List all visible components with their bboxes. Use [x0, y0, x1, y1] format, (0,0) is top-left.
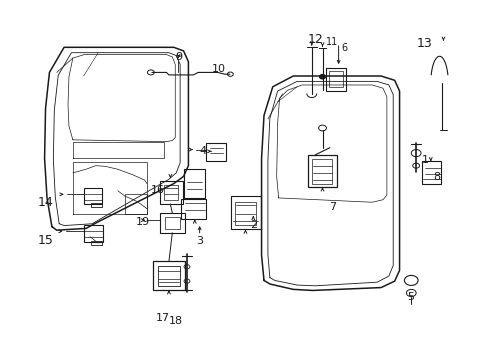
- Bar: [164, 217, 179, 229]
- Bar: [325, 68, 346, 91]
- Bar: [234, 202, 256, 225]
- Text: 2: 2: [249, 220, 256, 230]
- Bar: [230, 197, 261, 229]
- Bar: [181, 199, 206, 220]
- Text: 12: 12: [306, 33, 323, 46]
- Bar: [83, 225, 103, 242]
- Bar: [311, 159, 331, 184]
- Text: 11: 11: [325, 37, 338, 47]
- Text: 15: 15: [38, 234, 53, 247]
- Bar: [328, 71, 342, 87]
- Bar: [160, 213, 185, 233]
- Text: 3: 3: [196, 236, 203, 246]
- Text: 19: 19: [136, 217, 150, 227]
- Text: 1: 1: [421, 155, 427, 165]
- Bar: [83, 188, 102, 204]
- Text: 4: 4: [199, 146, 206, 156]
- Bar: [163, 185, 178, 200]
- Bar: [307, 155, 336, 187]
- Text: 5: 5: [406, 292, 413, 302]
- Bar: [125, 194, 147, 214]
- Bar: [183, 169, 204, 198]
- Text: 17: 17: [155, 313, 169, 323]
- Bar: [91, 203, 102, 207]
- Text: 13: 13: [416, 36, 432, 50]
- Text: 10: 10: [212, 64, 225, 74]
- Text: 8: 8: [433, 172, 440, 182]
- Bar: [153, 261, 184, 290]
- Text: 6: 6: [341, 43, 347, 53]
- Text: 7: 7: [328, 202, 335, 212]
- Text: 18: 18: [169, 316, 183, 325]
- Text: 14: 14: [38, 196, 53, 209]
- Bar: [421, 161, 440, 184]
- Circle shape: [319, 75, 325, 79]
- Text: 16: 16: [150, 185, 164, 195]
- Bar: [91, 240, 102, 245]
- Bar: [159, 181, 183, 204]
- Text: 9: 9: [175, 52, 182, 62]
- Bar: [158, 266, 179, 286]
- Bar: [206, 143, 225, 161]
